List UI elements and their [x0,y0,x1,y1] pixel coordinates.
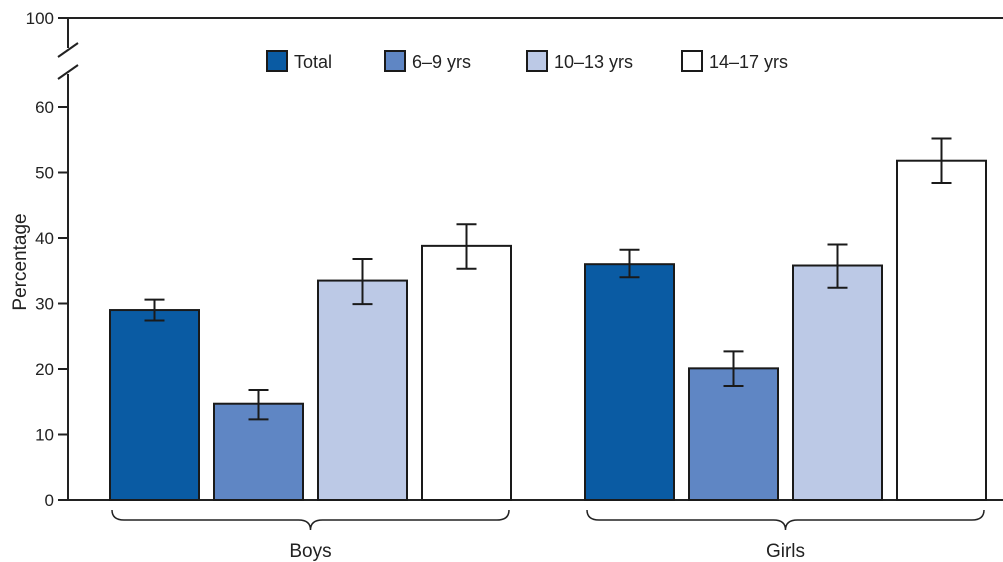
category-label: Girls [766,541,805,562]
group-brace [586,509,985,531]
legend-swatch [526,50,548,72]
legend-label: 10–13 yrs [554,52,633,72]
y-ticks: 0 10 20 30 40 50 60 100 [26,9,68,510]
legend-swatch [681,50,703,72]
legend-swatch [384,50,406,72]
group-brace [111,509,510,531]
y-axis-title: Percentage [10,213,31,310]
bar [584,263,675,502]
bar [317,279,408,502]
category-label: Boys [289,541,331,562]
group-labels: Boys Girls [111,509,985,562]
bar [896,159,987,502]
y-tick-label: 20 [35,360,54,379]
y-tick-label: 30 [35,295,54,314]
y-tick-label: 60 [35,98,54,117]
y-tick-label: 40 [35,229,54,248]
legend: Total 6–9 yrs 10–13 yrs 14–17 yrs [266,50,788,72]
bar [109,309,200,501]
y-tick-label: 0 [45,491,54,510]
legend-label: Total [294,52,332,72]
y-tick-label: 100 [26,9,54,28]
legend-swatch [266,50,288,72]
y-tick-label: 50 [35,164,54,183]
axis-break-mark [57,64,79,80]
error-bars [144,137,952,421]
bar [688,367,779,501]
axis-break-mark [57,42,79,58]
bar [792,264,883,502]
legend-label: 14–17 yrs [709,52,788,72]
legend-label: 6–9 yrs [412,52,471,72]
bar [421,244,512,501]
y-tick-label: 10 [35,426,54,445]
bars [109,159,987,502]
